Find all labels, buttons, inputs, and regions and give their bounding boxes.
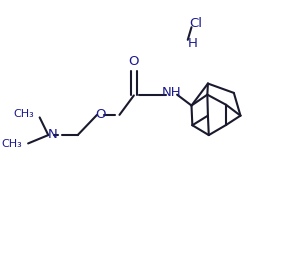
Text: Cl: Cl [189, 17, 202, 30]
Text: CH₃: CH₃ [2, 139, 22, 149]
Text: NH: NH [162, 86, 181, 99]
Text: N: N [48, 128, 58, 141]
Text: O: O [95, 108, 106, 121]
Text: H: H [188, 37, 198, 50]
Text: CH₃: CH₃ [13, 109, 34, 119]
Text: O: O [129, 55, 139, 68]
